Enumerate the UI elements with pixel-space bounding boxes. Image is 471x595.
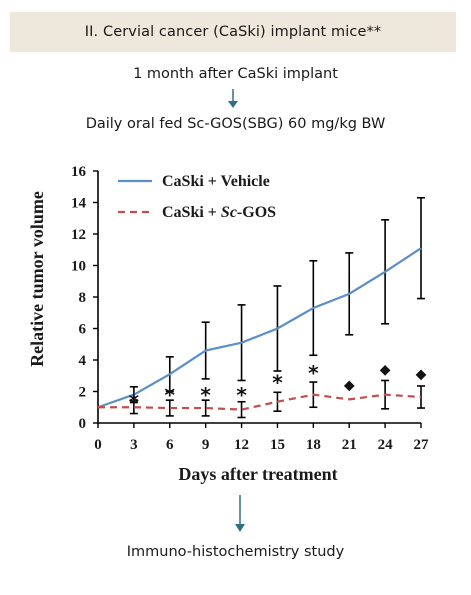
significance-marker: * — [272, 371, 283, 395]
x-tick-label: 18 — [306, 437, 321, 453]
x-tick-label: 6 — [166, 437, 174, 453]
legend-label: CaSki + Sc-GOS — [162, 204, 276, 221]
y-tick-label: 8 — [79, 290, 87, 306]
tumor-volume-chart: Relative tumor volume Days after treatme… — [27, 164, 429, 484]
y-tick-label: 12 — [71, 227, 86, 243]
significance-marker: * — [200, 383, 211, 407]
legend-label: CaSki + Vehicle — [162, 173, 270, 190]
step-implant: 1 month after CaSki implant — [133, 66, 338, 82]
x-tick-label: 9 — [202, 437, 210, 453]
significance-marker: ◆ — [380, 362, 391, 378]
x-tick-label: 27 — [414, 437, 430, 453]
chart-plot-area: * * * * * * ◆ ◆ ◆ — [97, 196, 427, 419]
down-arrow-icon — [228, 89, 238, 108]
significance-marker: * — [129, 390, 140, 414]
x-tick-label: 3 — [130, 437, 138, 453]
x-tick-label: 12 — [234, 437, 249, 453]
step-treatment: Daily oral fed Sc-GOS(SBG) 60 mg/kg BW — [85, 116, 386, 132]
step-ihc: Immuno-histochemistry study — [126, 544, 345, 560]
down-arrow-icon — [235, 495, 245, 532]
y-tick-label: 0 — [79, 416, 87, 432]
x-axis-title: Days after treatment — [178, 464, 337, 484]
significance-marker: ◆ — [416, 367, 427, 383]
y-tick-label: 16 — [71, 164, 87, 180]
y-axis-title: Relative tumor volume — [27, 191, 47, 367]
x-tick-label: 21 — [342, 437, 357, 453]
page-title: II. Cervial cancer (CaSki) implant mice*… — [84, 24, 382, 40]
x-tick-label: 15 — [270, 437, 285, 453]
x-tick-label: 0 — [94, 437, 102, 453]
header-band: II. Cervial cancer (CaSki) implant mice*… — [10, 12, 456, 52]
significance-marker: * — [165, 383, 176, 407]
significance-marker: ◆ — [344, 378, 355, 394]
y-tick-label: 6 — [79, 322, 87, 338]
y-tick-label: 14 — [71, 196, 87, 212]
y-tick-label: 4 — [79, 353, 87, 369]
chart-legend: CaSki + Vehicle CaSki + Sc-GOS — [118, 173, 276, 221]
series-line — [97, 247, 422, 409]
significance-marker: * — [308, 361, 319, 385]
significance-marker: * — [236, 383, 247, 407]
y-tick-label: 10 — [71, 259, 86, 275]
series-line — [98, 393, 422, 411]
x-tick-label: 24 — [378, 437, 394, 453]
y-tick-label: 2 — [79, 385, 87, 401]
